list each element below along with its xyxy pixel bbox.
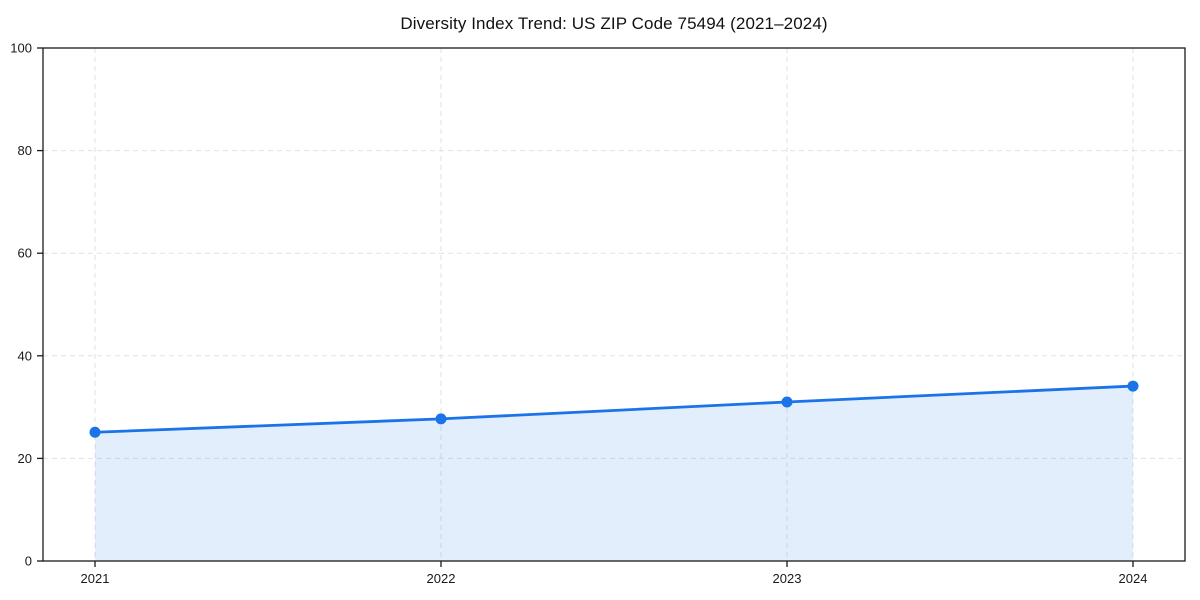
plot-border [42, 47, 1186, 562]
area-fill [95, 386, 1133, 561]
x-tick-label: 2023 [773, 571, 802, 586]
x-tick-label: 2021 [81, 571, 110, 586]
data-point-marker [1127, 380, 1139, 392]
y-tick-label: 100 [10, 41, 32, 56]
y-tick-label: 60 [18, 246, 32, 261]
y-tick-label: 0 [25, 554, 32, 569]
data-point-marker [435, 413, 447, 425]
y-tick-label: 20 [18, 451, 32, 466]
chart-title: Diversity Index Trend: US ZIP Code 75494… [400, 14, 828, 33]
y-tick-label: 80 [18, 143, 32, 158]
data-point-marker [781, 396, 793, 408]
data-point-marker [89, 426, 101, 438]
trend-line [93, 384, 1135, 434]
x-tick-label: 2024 [1119, 571, 1148, 586]
y-tick-label: 40 [18, 348, 32, 363]
plot-area-background [43, 48, 1185, 561]
x-tick-label: 2022 [427, 571, 456, 586]
